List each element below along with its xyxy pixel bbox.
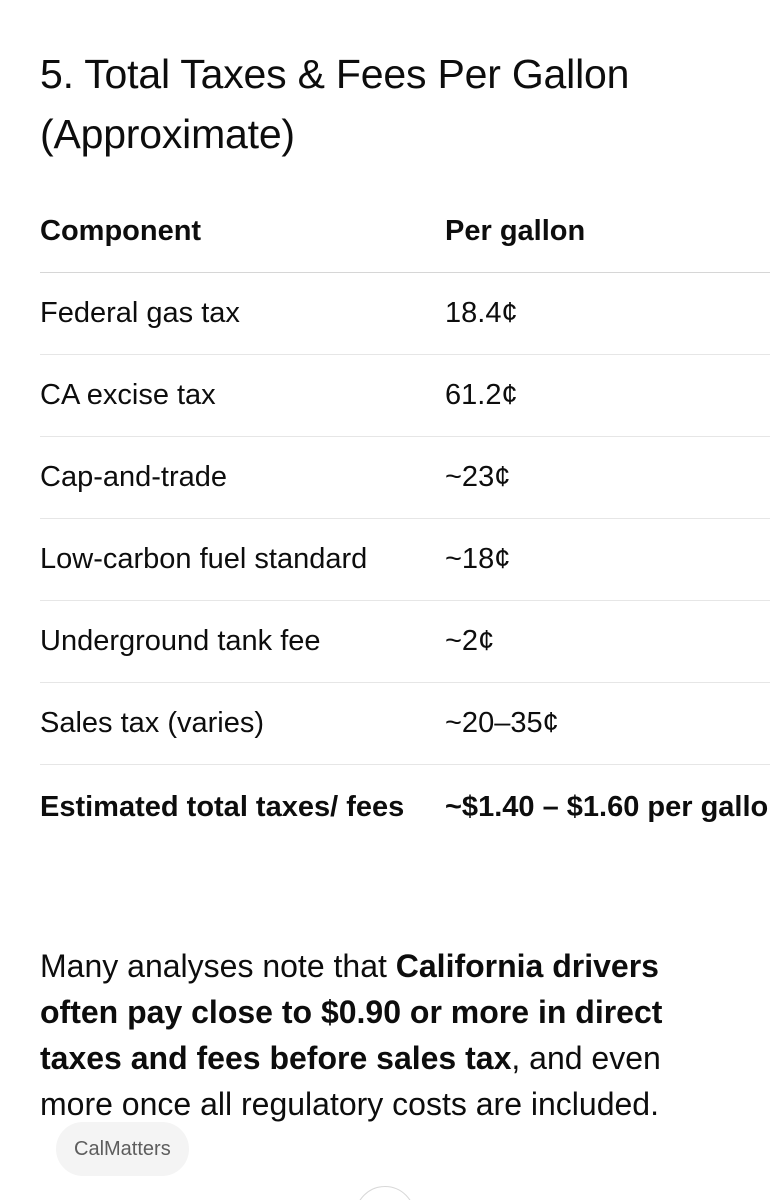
summary-paragraph: Many analyses note that California drive… [40, 943, 740, 1181]
taxes-table-container: Component Per gallon Federal gas tax 18.… [40, 190, 770, 827]
component-cell: Cap-and-trade [40, 436, 445, 519]
component-cell: Low-carbon fuel standard [40, 518, 445, 601]
table-row: Low-carbon fuel standard ~18¢ [40, 518, 770, 601]
table-row: Federal gas tax 18.4¢ [40, 272, 770, 355]
per-gallon-cell: ~2¢ [445, 600, 770, 683]
total-label-cell: Estimated total taxes/ fees [40, 791, 405, 823]
per-gallon-cell: ~23¢ [445, 436, 770, 519]
table-row: Cap-and-trade ~23¢ [40, 436, 770, 519]
taxes-table: Component Per gallon Federal gas tax 18.… [40, 190, 770, 827]
total-row: Estimated total taxes/ fees ~$1.40 – $1.… [40, 765, 770, 828]
summary-bold: California drivers often pay close to $0… [40, 948, 663, 1076]
per-gallon-cell: ~18¢ [445, 518, 770, 601]
table-row: CA excise tax 61.2¢ [40, 354, 770, 437]
component-cell: CA excise tax [40, 354, 445, 437]
column-header-component: Component [40, 190, 445, 273]
table-row: Underground tank fee ~2¢ [40, 600, 770, 683]
per-gallon-cell: 61.2¢ [445, 354, 770, 437]
total-value-cell: ~$1.40 – $1.60 per gallon [445, 791, 770, 823]
table-row: Sales tax (varies) ~20–35¢ [40, 682, 770, 765]
column-header-per-gallon: Per gallon [445, 190, 770, 273]
component-cell: Sales tax (varies) [40, 682, 445, 765]
section-heading: 5. Total Taxes & Fees Per Gallon (Approx… [40, 51, 630, 157]
summary-intro: Many analyses note that [40, 948, 396, 984]
per-gallon-cell: 18.4¢ [445, 272, 770, 355]
component-cell: Underground tank fee [40, 600, 445, 683]
source-citation-chip[interactable]: CalMatters [56, 1122, 189, 1176]
component-cell: Federal gas tax [40, 272, 445, 355]
per-gallon-cell: ~20–35¢ [445, 682, 770, 765]
table-header-row: Component Per gallon [40, 190, 770, 273]
scroll-to-bottom-button[interactable] [355, 1186, 415, 1200]
summary-rest: , and even more once all regulatory cost… [40, 1040, 661, 1122]
